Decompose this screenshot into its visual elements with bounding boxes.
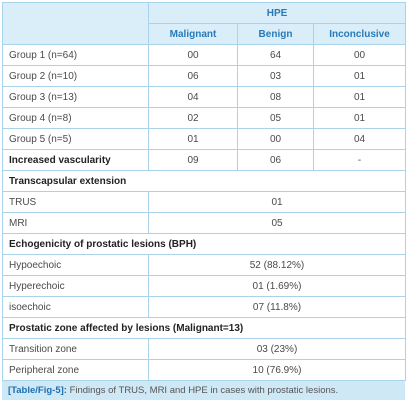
table-cell: 64	[237, 44, 314, 66]
caption: [Table/Fig-5]: Findings of TRUS, MRI and…	[2, 381, 405, 400]
table-row: Hyperechoic 01 (1.69%)	[2, 275, 406, 297]
table-cell: 01	[148, 128, 238, 150]
table-cell: 00	[237, 128, 314, 150]
corner-cell	[2, 2, 149, 45]
table-body: Group 1 (n=64) 00 64 00 Group 2 (n=10) 06 03 01…	[2, 44, 406, 381]
table-cell: 52 (88.12%)	[148, 254, 406, 276]
section-label: Prostatic zone affected by lesions (Mali…	[2, 317, 406, 339]
table-cell: 00	[148, 44, 238, 66]
table-row: Echogenicity of prostatic lesions (BPH)	[2, 233, 406, 255]
row-label: Group 3 (n=13)	[2, 86, 149, 108]
table-cell: -	[313, 149, 406, 171]
table: HPE Malignant Benign Inconclusive Group …	[2, 2, 406, 381]
table-row: Group 1 (n=64) 00 64 00	[2, 44, 406, 66]
table-row: Transition zone 03 (23%)	[2, 338, 406, 360]
table-cell: 02	[148, 107, 238, 129]
row-label: Group 4 (n=8)	[2, 107, 149, 129]
table-row: Group 5 (n=5) 01 00 04	[2, 128, 406, 150]
section-label: Transcapsular extension	[2, 170, 406, 192]
table-cell: 01	[313, 86, 406, 108]
table-row: TRUS 01	[2, 191, 406, 213]
row-label: MRI	[2, 212, 149, 234]
table-row: Increased vascularity 09 06-	[2, 149, 406, 171]
column-header: Benign	[237, 23, 314, 45]
table-cell: 08	[237, 86, 314, 108]
table-cell: 03	[237, 65, 314, 87]
column-header: Inconclusive	[313, 23, 406, 45]
table-cell: 01	[313, 107, 406, 129]
table-cell: 06	[237, 149, 314, 171]
row-label: isoechoic	[2, 296, 149, 318]
table-cell: 01	[313, 65, 406, 87]
group-header: HPE	[148, 2, 406, 24]
row-label: Group 5 (n=5)	[2, 128, 149, 150]
table-cell: 04	[148, 86, 238, 108]
row-label: TRUS	[2, 191, 149, 213]
table-row: Group 2 (n=10) 06 03 01	[2, 65, 406, 87]
table-row: isoechoic 07 (11.8%)	[2, 296, 406, 318]
row-label: Group 1 (n=64)	[2, 44, 149, 66]
table-cell: 05	[148, 212, 406, 234]
table-cell: 05	[237, 107, 314, 129]
table-row: Prostatic zone affected by lesions (Mali…	[2, 317, 406, 339]
table-cell: 10 (76.9%)	[148, 359, 406, 381]
row-label: Peripheral zone	[2, 359, 149, 381]
row-label: Hyperechoic	[2, 275, 149, 297]
section-label: Echogenicity of prostatic lesions (BPH)	[2, 233, 406, 255]
table-row: Transcapsular extension	[2, 170, 406, 192]
row-label: Increased vascularity	[2, 149, 149, 171]
table-row: Group 4 (n=8) 02 05 01	[2, 107, 406, 129]
table-cell: 06	[148, 65, 238, 87]
row-label: Group 2 (n=10)	[2, 65, 149, 87]
row-label: Transition zone	[2, 338, 149, 360]
table-cell: 01 (1.69%)	[148, 275, 406, 297]
table-cell: 09	[148, 149, 238, 171]
table-row: Peripheral zone 10 (76.9%)	[2, 359, 406, 381]
table-cell: 00	[313, 44, 406, 66]
row-label: Hypoechoic	[2, 254, 149, 276]
table-row: MRI 05	[2, 212, 406, 234]
caption-text: Findings of TRUS, MRI and HPE in cases w…	[69, 385, 339, 396]
table-cell: 03 (23%)	[148, 338, 406, 360]
table-cell: 07 (11.8%)	[148, 296, 406, 318]
table-figure: HPE Malignant Benign Inconclusive Group …	[2, 2, 406, 400]
caption-tag: [Table/Fig-5]:	[8, 385, 67, 396]
table-cell: 04	[313, 128, 406, 150]
table-row: Hypoechoic 52 (88.12%)	[2, 254, 406, 276]
table-cell: 01	[148, 191, 406, 213]
column-header: Malignant	[148, 23, 238, 45]
table-row: Group 3 (n=13) 04 08 01	[2, 86, 406, 108]
